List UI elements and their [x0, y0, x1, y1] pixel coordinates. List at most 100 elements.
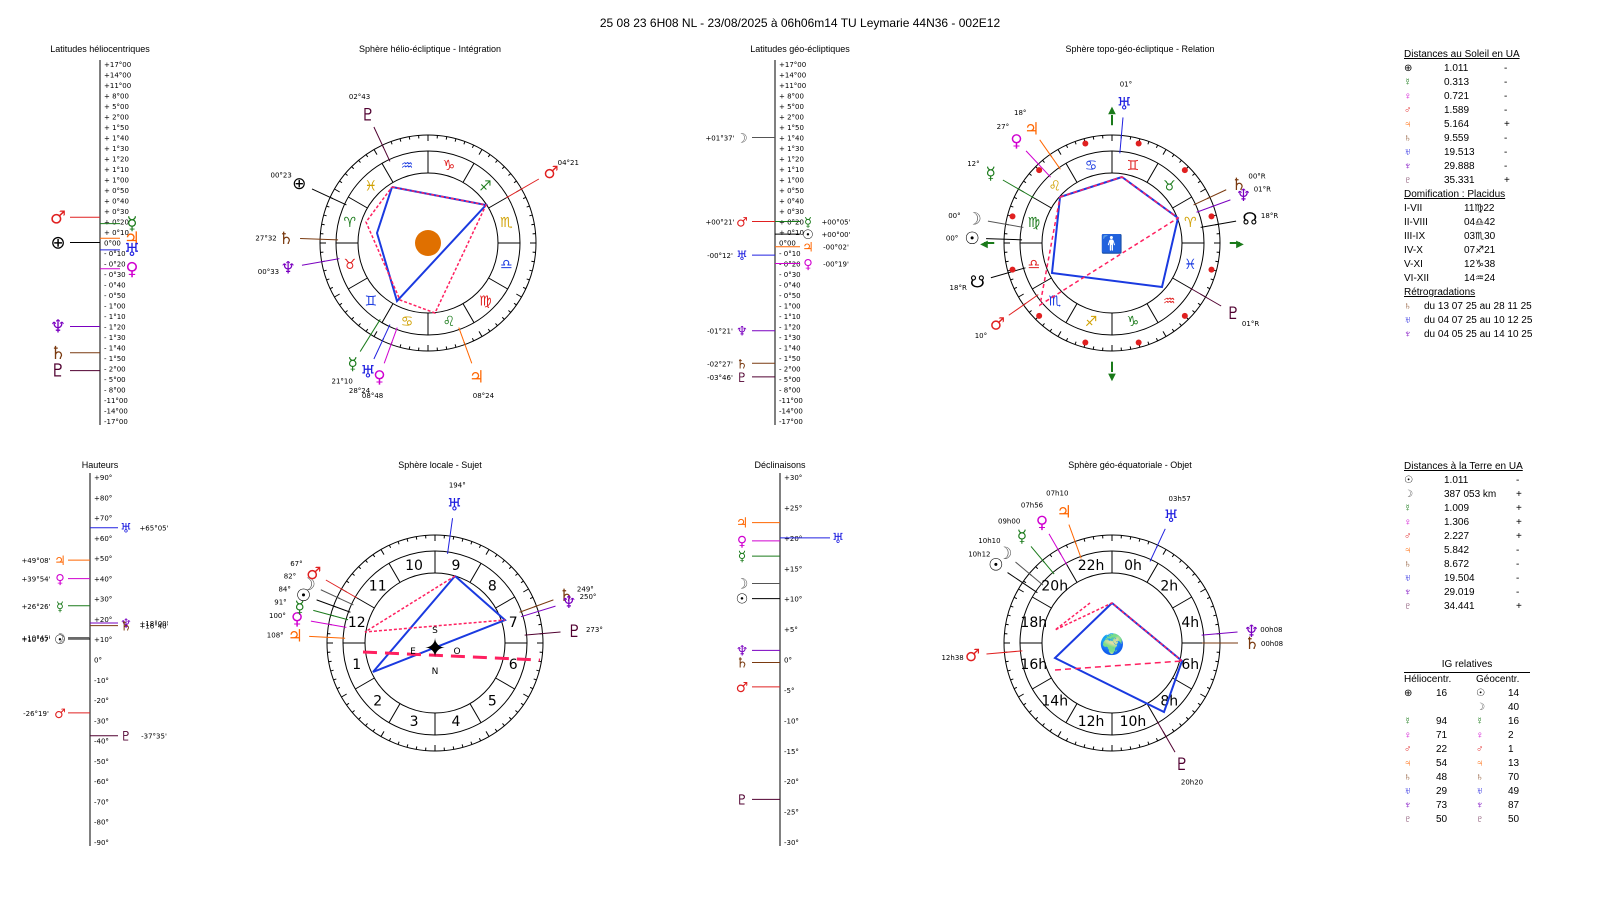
hauteurs-scale-tick: +50°	[94, 555, 112, 563]
table-row: ☿ 0.313 -	[1404, 76, 1594, 90]
distance-value: 5.842	[1444, 545, 1470, 556]
topo-wheel-tick	[1155, 144, 1159, 149]
helio-wheel-tick	[339, 302, 343, 306]
geoeq-wheel-tick	[1155, 737, 1159, 742]
neptune-glyph: ♆	[1404, 161, 1412, 172]
lat-geo-scale-tick: 0°00	[779, 240, 796, 248]
table-row: II-VIII 04♎42	[1404, 216, 1594, 230]
local-mercury-ray	[313, 609, 349, 621]
mars-glyph: ♂	[965, 646, 980, 666]
lat-geo-scale-tick: - 8°00	[779, 387, 801, 395]
lat-geo-scale-tick: -11°00	[779, 397, 803, 405]
geoeq-wheel-divider	[1065, 563, 1078, 583]
saturn-value: -02°27'	[707, 360, 733, 368]
neptune-glyph: ♆	[120, 617, 132, 632]
moon-glyph: ☽	[997, 544, 1012, 564]
uranus-glyph: ♅	[124, 240, 140, 261]
chart-header: 25 08 23 6H08 NL - 23/08/2025 à 06h06m14…	[599, 16, 1001, 30]
topo-wheel-tick	[1049, 328, 1053, 332]
uranus-glyph: ♅	[120, 522, 132, 537]
distance-value: 29.888	[1444, 161, 1475, 172]
local-jupiter-value: 108°	[267, 632, 284, 640]
ig-helio-value: 22	[1436, 744, 1448, 755]
pluto-value: -37°35'	[141, 733, 167, 741]
helio-earth-ray	[311, 188, 347, 206]
table-row: ♀ 1.306 +	[1404, 516, 1594, 530]
dist-soleil-title: Distances au Soleil en UA	[1404, 49, 1520, 60]
earth-center-icon: 🌍	[1100, 632, 1125, 656]
local-wheel-tick	[415, 536, 418, 540]
lat-geo-scale-tick: - 1°00	[779, 303, 801, 311]
table-row: ⊕ 1.011 -	[1404, 62, 1594, 76]
lat-geo-scale-tick: + 1°40	[779, 135, 804, 143]
ig-helio-value: 29	[1436, 786, 1448, 797]
retro-title: Rétrogradations	[1404, 287, 1476, 298]
hauteurs-scale-tick: -90°	[94, 839, 109, 847]
house-key: IV-X	[1404, 245, 1423, 256]
local-wheel-divider	[469, 703, 482, 723]
helio-wheel-tick	[522, 196, 527, 200]
compass-o: O	[453, 647, 460, 657]
ig-geo-value: 1	[1508, 744, 1514, 755]
helio-wheel-tick	[326, 278, 330, 281]
local-wheel-tick	[470, 541, 473, 545]
venus-glyph: ♀	[291, 610, 303, 630]
helio-wheel-tick	[526, 205, 530, 208]
geoeq-wheel-tick	[1215, 660, 1219, 663]
topo-wheel-tick	[1192, 173, 1196, 176]
local-wheel-tick	[372, 554, 376, 558]
local-wheel-tick	[478, 737, 482, 742]
hauteurs-scale-tick: +60°	[94, 535, 112, 543]
helio-wheel-tick	[526, 278, 530, 281]
local-wheel-label: 11	[369, 579, 387, 595]
lat-geo-scale-tick: -17°00	[779, 418, 803, 426]
geoeq-moon-value: 10h10	[978, 537, 1000, 545]
compass-s: S	[432, 626, 438, 636]
topo-wheel-label: ♈	[1184, 215, 1197, 231]
ig-helio-value: 54	[1436, 758, 1448, 769]
local-wheel-tick	[388, 737, 392, 742]
topo-wheel-divider	[1146, 303, 1159, 323]
geoeq-aspect-dash	[1054, 660, 1183, 671]
local-wheel-tick	[380, 731, 385, 737]
geoeq-mercury-value: 09h00	[998, 517, 1020, 525]
ig-helio-value: 48	[1436, 772, 1448, 783]
pluto-glyph: ♇	[1404, 175, 1412, 186]
ig-helio-glyph: ♅	[1404, 786, 1412, 797]
title-lat-geo: Latitudes géo-écliptiques	[750, 44, 850, 54]
geoeq-wheel-tick	[1179, 723, 1182, 727]
mercury-glyph: ☿	[738, 549, 747, 565]
table-row: ⊕ 16 ☉ 14	[1404, 687, 1594, 701]
lat-geo-scale-tick: + 0°50	[779, 187, 804, 195]
local-wheel-tick	[346, 580, 350, 584]
earth-glyph: ⊕	[1404, 63, 1413, 74]
topo-wheel-tick	[1074, 341, 1077, 345]
helio-wheel-tick	[326, 205, 330, 208]
topo-aspect-blue	[1050, 176, 1180, 289]
helio-wheel-tick	[501, 316, 505, 320]
ig-helio-value: 71	[1436, 730, 1448, 741]
helio-wheel-tick	[495, 323, 498, 327]
helio-wheel-tick	[344, 310, 348, 313]
geoeq-wheel-label: 10h	[1120, 714, 1147, 730]
local-wheel-tick	[461, 744, 464, 748]
saturn-glyph: ♄	[736, 357, 748, 372]
topo-saturn-value: 00°R	[1248, 172, 1265, 180]
sun-glyph: ☉	[988, 556, 1003, 576]
helio-wheel-divider	[462, 303, 475, 323]
local-wheel-tick	[470, 741, 473, 745]
cusp-dot	[1181, 167, 1188, 174]
table-row: ♇ 50 ♇ 50	[1404, 813, 1594, 827]
geoeq-wheel-tick	[1185, 566, 1189, 570]
house-value: 04♎42	[1464, 217, 1496, 228]
local-wheel-divider	[388, 563, 401, 583]
mercury-glyph: ☿	[348, 354, 358, 374]
topo-wheel-tick	[1018, 293, 1024, 298]
mars-value: +00°21'	[705, 219, 734, 227]
geoeq-wheel-label: 16h	[1020, 657, 1047, 673]
local-wheel-tick	[336, 686, 341, 690]
helio-wheel-divider	[381, 303, 394, 323]
table-row: ♅ 19.504 -	[1404, 572, 1594, 586]
jupiter-glyph: ♃	[469, 367, 484, 387]
ig-geo-value: 70	[1508, 772, 1520, 783]
